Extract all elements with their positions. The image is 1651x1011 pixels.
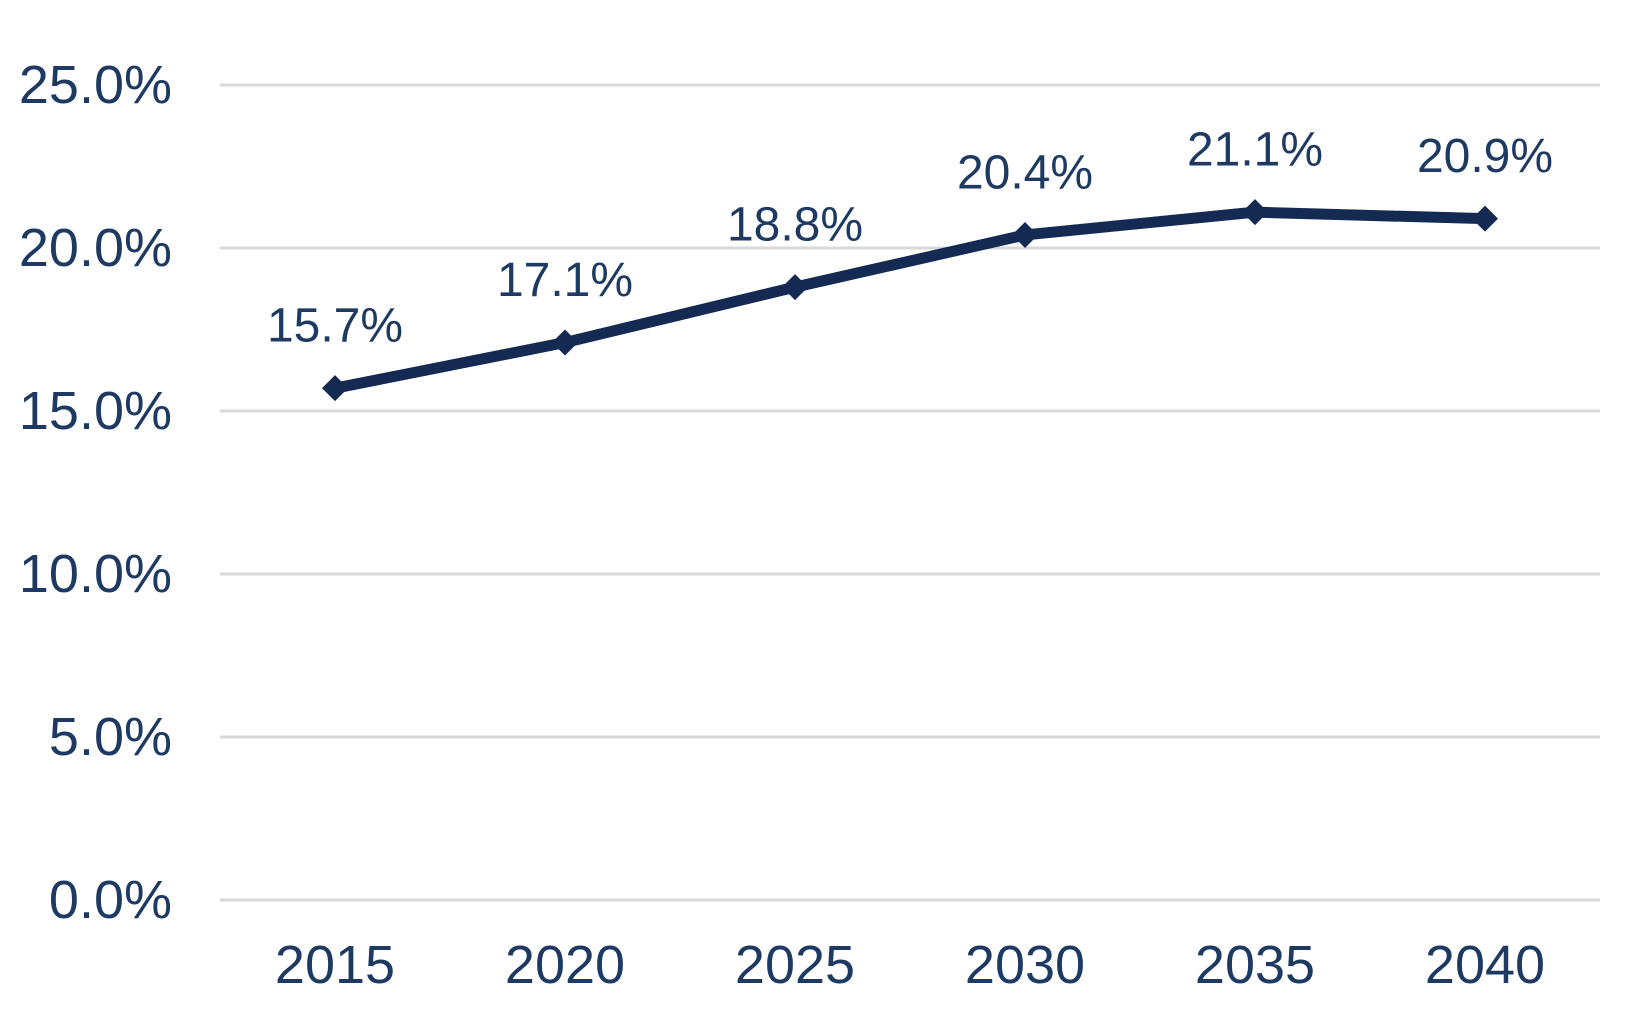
data-label: 20.4% <box>957 146 1093 199</box>
y-tick-label: 5.0% <box>49 707 172 767</box>
data-label: 17.1% <box>497 254 633 307</box>
y-tick-label: 20.0% <box>19 218 172 278</box>
data-point-marker <box>782 274 808 301</box>
data-label: 18.8% <box>727 199 863 252</box>
data-point-marker <box>1242 199 1268 226</box>
data-point-marker <box>1472 205 1498 232</box>
data-label: 20.9% <box>1417 130 1553 183</box>
y-tick-label: 0.0% <box>49 870 172 930</box>
y-tick-label: 25.0% <box>19 55 172 115</box>
data-series-line <box>333 206 1486 394</box>
y-axis-labels: 0.0% 5.0% 10.0% 15.0% 20.0% 25.0% <box>19 55 172 930</box>
y-tick-label: 15.0% <box>19 381 172 441</box>
x-tick-label: 2030 <box>965 935 1085 995</box>
x-tick-label: 2025 <box>735 935 855 995</box>
x-axis-labels: 2015 2020 2025 2030 2035 2040 <box>275 935 1545 995</box>
x-tick-label: 2020 <box>505 935 625 995</box>
data-label: 15.7% <box>267 300 403 353</box>
gridlines <box>220 83 1600 902</box>
data-point-markers <box>322 199 1498 402</box>
data-point-marker <box>552 329 578 356</box>
y-tick-label: 10.0% <box>19 544 172 604</box>
data-labels: 15.7% 17.1% 18.8% 20.4% 21.1% 20.9% <box>267 124 1553 353</box>
x-tick-label: 2015 <box>275 935 395 995</box>
data-point-marker <box>1012 221 1038 248</box>
x-tick-label: 2040 <box>1425 935 1545 995</box>
data-label: 21.1% <box>1187 124 1323 177</box>
x-tick-label: 2035 <box>1195 935 1315 995</box>
data-point-marker <box>322 375 348 402</box>
